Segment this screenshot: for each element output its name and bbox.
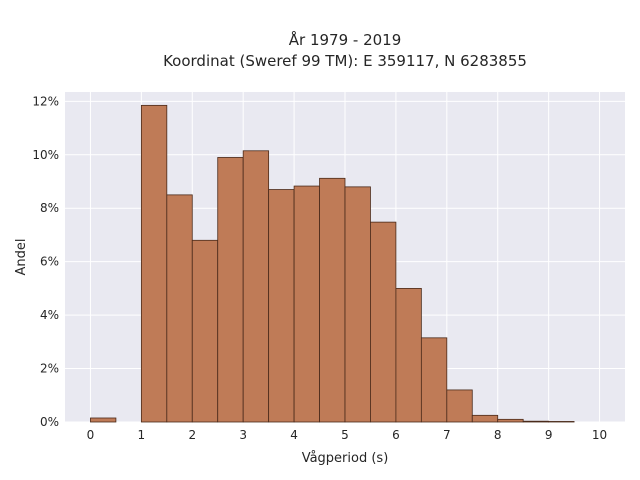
x-tick-label: 4 (290, 428, 298, 442)
x-tick-label: 2 (188, 428, 196, 442)
x-tick-label: 10 (592, 428, 607, 442)
y-tick-label: 8% (40, 201, 59, 215)
histogram-bar (471, 414, 499, 423)
y-axis-label: Andel (14, 239, 29, 276)
y-tick-label: 0% (40, 415, 59, 429)
histogram-bar (166, 194, 193, 423)
x-tick-label: 9 (545, 428, 553, 442)
histogram-bar (140, 104, 168, 423)
histogram-bar (293, 185, 320, 423)
histogram-bar (344, 186, 371, 423)
histogram-bar (522, 420, 550, 423)
y-tick-label: 4% (40, 308, 59, 322)
x-tick-label: 6 (392, 428, 400, 442)
chart-title-line1: År 1979 - 2019 (289, 30, 402, 49)
y-tick-label: 10% (32, 148, 59, 162)
histogram-bar (548, 421, 575, 423)
histogram-bar (395, 287, 422, 423)
histogram-bar (497, 418, 524, 423)
x-tick-label: 3 (239, 428, 247, 442)
y-tick-label: 6% (40, 255, 59, 269)
histogram-bar (420, 337, 448, 423)
x-tick-label: 0 (87, 428, 95, 442)
y-tick-label: 2% (40, 362, 59, 376)
histogram-bar (268, 189, 295, 423)
histogram-bar (191, 239, 219, 423)
y-tick-label: 12% (32, 94, 59, 108)
x-axis-label: Vågperiod (s) (302, 451, 389, 466)
chart-title-line2: Koordinat (Sweref 99 TM): E 359117, N 62… (163, 52, 527, 70)
x-tick-label: 8 (494, 428, 502, 442)
histogram-bar (242, 150, 270, 423)
histogram-bar (319, 177, 346, 423)
x-tick-label: 1 (138, 428, 146, 442)
x-tick-label: 7 (443, 428, 451, 442)
x-tick-label: 5 (341, 428, 349, 442)
histogram-bar (370, 221, 397, 423)
histogram-bar (217, 157, 244, 423)
histogram-bar (446, 389, 473, 423)
histogram-bar (90, 417, 117, 423)
